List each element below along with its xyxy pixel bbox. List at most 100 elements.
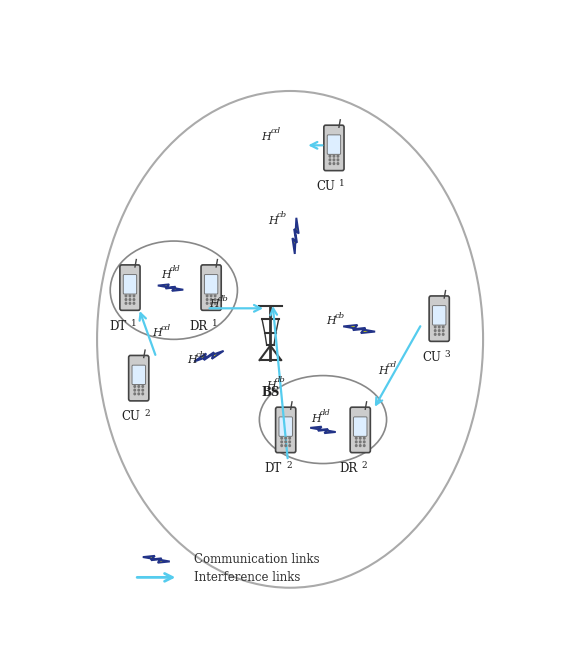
Circle shape — [281, 441, 282, 443]
FancyBboxPatch shape — [132, 365, 145, 384]
FancyBboxPatch shape — [123, 275, 136, 294]
Text: H: H — [266, 381, 276, 391]
Circle shape — [329, 163, 331, 165]
Text: dd: dd — [169, 265, 180, 273]
Text: DT: DT — [109, 320, 126, 333]
Circle shape — [207, 302, 208, 304]
Circle shape — [333, 155, 335, 157]
Text: H: H — [152, 329, 162, 338]
Circle shape — [285, 437, 286, 439]
Circle shape — [129, 295, 131, 297]
Circle shape — [133, 299, 135, 300]
Circle shape — [215, 302, 216, 304]
Circle shape — [443, 333, 444, 335]
Text: DT: DT — [265, 462, 282, 475]
Circle shape — [333, 159, 335, 161]
Circle shape — [355, 437, 357, 439]
Text: DR: DR — [339, 462, 357, 475]
Circle shape — [125, 295, 127, 297]
Circle shape — [215, 295, 216, 297]
Circle shape — [211, 302, 212, 304]
Text: 2: 2 — [286, 461, 292, 470]
Circle shape — [281, 437, 282, 439]
Circle shape — [142, 386, 144, 387]
Text: 1: 1 — [212, 319, 218, 328]
Text: cb: cb — [277, 211, 287, 219]
Circle shape — [133, 295, 135, 297]
Circle shape — [363, 445, 365, 446]
Text: cd: cd — [161, 324, 171, 331]
Text: 2: 2 — [144, 409, 149, 418]
Circle shape — [138, 389, 139, 391]
Circle shape — [359, 445, 361, 446]
Text: db: db — [218, 294, 229, 302]
Polygon shape — [343, 325, 375, 333]
Circle shape — [125, 299, 127, 300]
Circle shape — [435, 330, 436, 331]
Circle shape — [363, 441, 365, 443]
Circle shape — [285, 441, 286, 443]
Text: dd: dd — [320, 409, 331, 417]
Circle shape — [289, 445, 290, 446]
FancyBboxPatch shape — [279, 417, 293, 436]
Circle shape — [142, 393, 144, 394]
FancyBboxPatch shape — [327, 135, 341, 155]
FancyBboxPatch shape — [201, 265, 221, 310]
Circle shape — [285, 445, 286, 446]
FancyBboxPatch shape — [432, 306, 446, 325]
Text: DR: DR — [190, 320, 208, 333]
Circle shape — [211, 295, 212, 297]
Circle shape — [337, 159, 338, 161]
Text: db: db — [275, 376, 285, 384]
Text: cd: cd — [271, 127, 281, 135]
Circle shape — [359, 441, 361, 443]
Text: Interference links: Interference links — [194, 571, 300, 584]
Circle shape — [435, 326, 436, 328]
Text: cd: cd — [387, 361, 397, 369]
Polygon shape — [158, 284, 183, 291]
FancyBboxPatch shape — [120, 265, 140, 310]
Circle shape — [337, 155, 338, 157]
Circle shape — [134, 389, 135, 391]
Text: BS: BS — [261, 386, 280, 399]
Circle shape — [129, 302, 131, 304]
FancyBboxPatch shape — [354, 417, 367, 436]
Circle shape — [439, 330, 440, 331]
Circle shape — [289, 441, 290, 443]
Text: H: H — [268, 216, 278, 226]
Circle shape — [134, 393, 135, 394]
Text: CU: CU — [122, 410, 140, 423]
FancyBboxPatch shape — [276, 407, 296, 453]
FancyBboxPatch shape — [324, 125, 344, 171]
FancyBboxPatch shape — [128, 355, 149, 401]
Circle shape — [129, 299, 131, 300]
Text: CU: CU — [316, 180, 336, 193]
FancyBboxPatch shape — [204, 275, 218, 294]
Circle shape — [215, 299, 216, 300]
Circle shape — [443, 330, 444, 331]
Circle shape — [289, 437, 290, 439]
Text: 1: 1 — [131, 319, 136, 328]
FancyBboxPatch shape — [429, 296, 449, 341]
Text: cb: cb — [196, 351, 206, 358]
Text: H: H — [378, 366, 388, 376]
Text: cb: cb — [335, 312, 345, 320]
Text: 3: 3 — [444, 349, 450, 359]
Text: Communication links: Communication links — [194, 553, 319, 566]
Circle shape — [443, 326, 444, 328]
Circle shape — [133, 302, 135, 304]
Text: H: H — [261, 132, 271, 142]
Circle shape — [329, 155, 331, 157]
Circle shape — [359, 437, 361, 439]
Circle shape — [435, 333, 436, 335]
Circle shape — [281, 445, 282, 446]
Text: H: H — [326, 317, 336, 327]
Text: H: H — [161, 270, 170, 280]
Polygon shape — [293, 218, 299, 254]
FancyBboxPatch shape — [350, 407, 370, 453]
Text: H: H — [311, 414, 321, 424]
Text: H: H — [187, 355, 197, 366]
Circle shape — [142, 389, 144, 391]
Circle shape — [134, 386, 135, 387]
Circle shape — [138, 386, 139, 387]
